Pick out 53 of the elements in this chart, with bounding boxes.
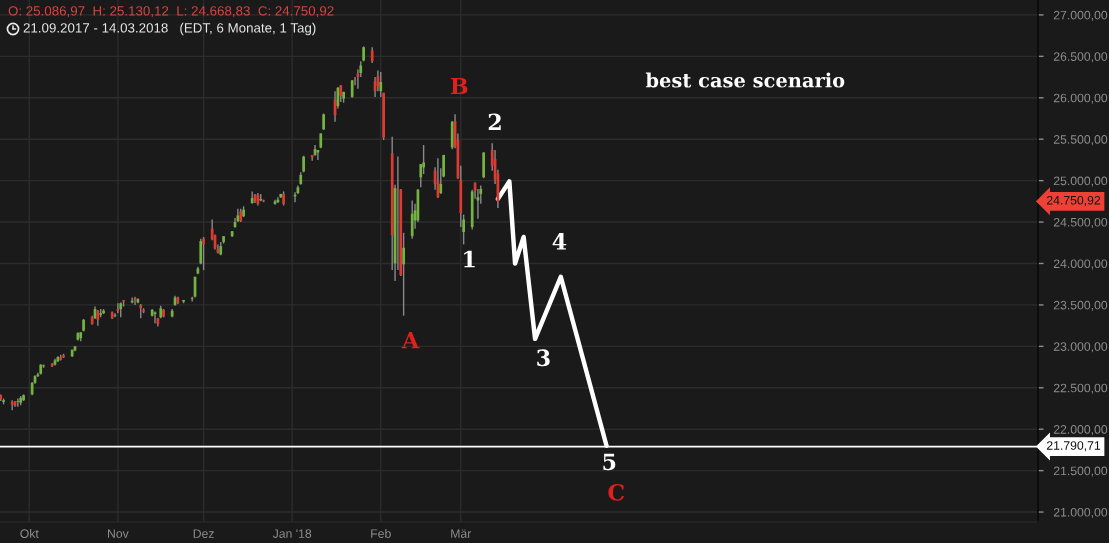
candlestick (242, 205, 245, 218)
ref-line-label: 21.790,71 (1046, 441, 1101, 452)
x-tick-label: Okt (20, 528, 39, 538)
candlestick (342, 90, 345, 104)
x-tick-label: Dez (193, 529, 214, 538)
y-tick-label: 24.000,00 (1053, 259, 1108, 270)
y-tick-label: 22.000,00 (1053, 425, 1108, 436)
candlestick (202, 236, 205, 271)
candlestick (62, 353, 65, 359)
candlestick (410, 199, 414, 240)
y-tick-label: 21.500,00 (1053, 466, 1108, 477)
y-tick-label: 23.500,00 (1053, 300, 1108, 311)
annotation: 1 (464, 250, 475, 268)
annotation: 4 (552, 233, 567, 250)
annotation: 5 (603, 453, 616, 471)
candlestick (379, 71, 383, 98)
annotation: 3 (537, 349, 550, 367)
y-tick-label: 21.000,00 (1053, 507, 1108, 519)
candlestick (122, 299, 125, 308)
x-tick-label: Nov (108, 529, 129, 538)
x-tick-label: Jan '18 (272, 529, 312, 538)
text: 24.750,92 (1046, 195, 1101, 206)
annotation: B (450, 77, 468, 95)
candlestick (116, 302, 120, 314)
candlestick (322, 112, 325, 131)
candlestick (362, 45, 365, 63)
candlestick (22, 393, 25, 402)
y-tick-label: 23.000,00 (1053, 342, 1108, 353)
y-tick-label: 24.500,00 (1053, 217, 1108, 229)
annotation: A (401, 332, 420, 349)
candlestick (422, 144, 425, 175)
candlestick (82, 318, 85, 333)
x-tick-label: Mär (451, 529, 472, 538)
candlestick (199, 237, 203, 266)
candlestick (222, 235, 225, 245)
y-tick-label: 26.000,00 (1053, 93, 1108, 104)
candlestick (482, 151, 485, 179)
x-tick-label: Feb (371, 528, 391, 538)
candlestick (162, 308, 165, 319)
candlestick (302, 155, 305, 174)
annotation: best case scenario (645, 72, 845, 88)
y-tick-label: 22.500,00 (1053, 383, 1108, 394)
candlestick (142, 307, 145, 314)
annotation: 2 (488, 113, 501, 131)
y-tick-label: 26.500,00 (1053, 52, 1108, 63)
annotation: C (608, 484, 624, 501)
y-tick-label: 25.500,00 (1053, 135, 1108, 146)
text: 21.09.2017 - 14.03.2018 (EDT, 6 Monate, 1 Tag) (23, 22, 316, 36)
candlestick (402, 232, 405, 317)
y-tick-label: 27.000,00 (1053, 10, 1108, 21)
y-tick-label: 25.000,00 (1053, 176, 1108, 187)
chart-title: O: 25.086,97 H: 25.130,12 L: 24.668,83 C: 24.750,92 (8, 6, 334, 18)
candlestick (190, 295, 194, 303)
